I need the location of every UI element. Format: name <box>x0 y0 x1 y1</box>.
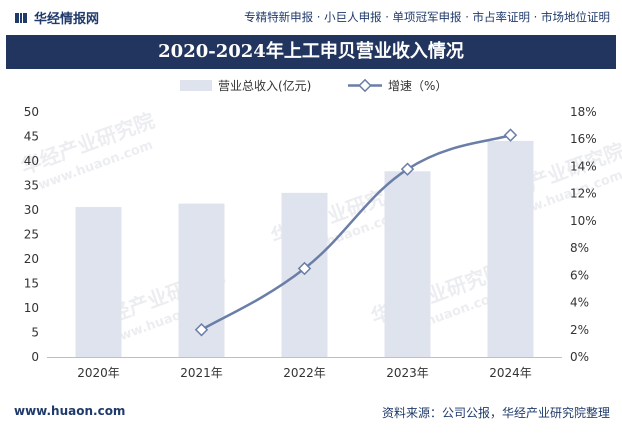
growth-line <box>200 133 511 331</box>
footer-source: 资料来源：公司公报，华经产业研究院整理 <box>381 406 610 420</box>
left-tick-label: 25 <box>24 228 39 242</box>
top-bar: 华经情报网 专精特新申报 · 小巨人申报 · 单项冠军申报 · 市占率证明 · … <box>0 0 622 32</box>
legend-line-marker <box>358 78 372 93</box>
growth-point-2024年 <box>503 128 518 142</box>
right-tick-label: 18% <box>570 105 597 119</box>
legend-bar-label: 营业总收入(亿元) <box>218 78 311 93</box>
bar-2020年 <box>75 207 122 357</box>
right-tick-label: 10% <box>570 214 597 228</box>
legend: 营业总收入(亿元) 增速（%） <box>180 78 447 93</box>
right-tick-label: 2% <box>570 323 589 337</box>
footer: www.huaon.com 资料来源：公司公报，华经产业研究院整理 <box>0 398 622 433</box>
left-axis: 0 5 10 15 20 25 30 35 40 45 50 <box>24 105 39 364</box>
right-tick-label: 16% <box>570 132 597 146</box>
right-axis: 0% 2% 4% 6% 8% 10% 12% 14% 16% 18% <box>570 105 597 364</box>
x-tick-label: 2022年 <box>283 366 326 380</box>
right-tick-label: 8% <box>570 241 589 255</box>
bar-2023年 <box>384 171 431 357</box>
bar-series <box>75 140 534 357</box>
x-tick-label: 2023年 <box>386 366 429 380</box>
x-tick-label: 2024年 <box>489 366 532 380</box>
left-tick-label: 5 <box>31 326 39 340</box>
chart-area: 华经产业研究院www.huaon.com华经产业研究院www.huaon.com… <box>18 78 622 380</box>
left-tick-label: 15 <box>24 277 39 291</box>
left-tick-label: 35 <box>24 179 39 193</box>
right-tick-label: 4% <box>570 296 589 310</box>
x-tick-label: 2021年 <box>180 366 223 380</box>
service-tagline: 专精特新申报 · 小巨人申报 · 单项冠军申报 · 市占率证明 · 市场地位证明 <box>244 10 610 24</box>
right-tick-label: 0% <box>570 350 589 364</box>
left-tick-label: 50 <box>24 105 39 119</box>
brand-name: 华经情报网 <box>34 12 100 27</box>
left-tick-label: 40 <box>24 154 39 168</box>
growth-line-series <box>194 128 518 337</box>
brand[interactable]: 华经情报网 <box>14 8 99 27</box>
left-tick-label: 30 <box>24 203 39 217</box>
brand-logo-icon <box>15 13 27 23</box>
x-tick-label: 2020年 <box>77 366 120 380</box>
left-tick-label: 45 <box>24 130 39 144</box>
right-tick-label: 14% <box>570 159 597 173</box>
growth-point-2021年 <box>194 323 209 337</box>
chart-title: 2020-2024年上工申贝营业收入情况 <box>6 35 616 69</box>
footer-site-link[interactable]: www.huaon.com <box>14 404 126 418</box>
bar-2024年 <box>487 140 534 357</box>
legend-bar-swatch <box>180 80 212 91</box>
x-axis: 2020年 2021年 2022年 2023年 2024年 <box>47 357 562 380</box>
left-tick-label: 0 <box>31 350 39 364</box>
right-tick-label: 12% <box>570 187 597 201</box>
right-tick-label: 6% <box>570 268 589 282</box>
growth-point-2023年 <box>400 162 415 176</box>
left-tick-label: 20 <box>24 252 39 266</box>
left-tick-label: 10 <box>24 301 39 315</box>
growth-point-2022年 <box>297 261 312 276</box>
legend-line-label: 增速（%） <box>388 79 447 93</box>
